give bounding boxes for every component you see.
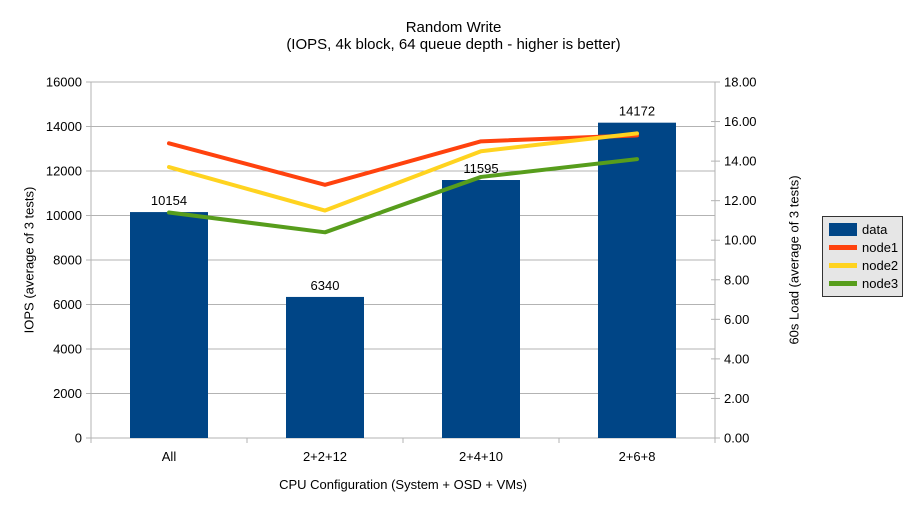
chart-subtitle: (IOPS, 4k block, 64 queue depth - higher… xyxy=(286,36,621,53)
bar-2+2+12 xyxy=(286,296,364,438)
legend-item-node2: node2 xyxy=(829,258,898,273)
bar-2+6+8 xyxy=(598,122,676,438)
x-tick-label: All xyxy=(162,449,177,464)
left-axis-tick-label: 14000 xyxy=(46,119,82,134)
right-axis-tick-label: 12.00 xyxy=(724,193,757,208)
right-axis-tick-label: 4.00 xyxy=(724,351,749,366)
right-axis-tick-label: 2.00 xyxy=(724,391,749,406)
left-axis-tick-label: 8000 xyxy=(53,253,82,268)
x-axis-title: CPU Configuration (System + OSD + VMs) xyxy=(279,477,527,492)
bar-value-label: 10154 xyxy=(151,193,187,208)
right-axis-tick-label: 0.00 xyxy=(724,431,749,446)
legend-item-data: data xyxy=(829,222,898,237)
legend: data node1 node2 node3 xyxy=(822,216,903,297)
left-axis-tick-label: 2000 xyxy=(53,386,82,401)
bar-value-label: 6340 xyxy=(311,278,340,293)
legend-label: node3 xyxy=(862,276,899,291)
legend-swatch-data xyxy=(829,223,857,236)
right-axis-tick-label: 18.00 xyxy=(724,75,757,90)
bar-value-label: 14172 xyxy=(619,104,655,119)
left-axis-tick-label: 6000 xyxy=(53,297,82,312)
x-tick-label: 2+6+8 xyxy=(619,449,656,464)
right-axis-tick-label: 16.00 xyxy=(724,114,757,129)
legend-label: data xyxy=(862,222,888,237)
line-node2 xyxy=(167,131,639,213)
left-axis-tick-label: 4000 xyxy=(53,342,82,357)
right-axis-tick-label: 14.00 xyxy=(724,154,757,169)
right-axis-tick-label: 6.00 xyxy=(724,312,749,327)
legend-label: node2 xyxy=(862,258,899,273)
bar-2+4+10 xyxy=(442,180,520,439)
right-axis-tick-label: 8.00 xyxy=(724,272,749,287)
left-axis-tick-label: 12000 xyxy=(46,164,82,179)
bar-value-label: 11595 xyxy=(463,161,498,176)
left-axis-tick-label: 16000 xyxy=(46,75,82,90)
legend-swatch-node1 xyxy=(829,245,857,250)
legend-label: node1 xyxy=(862,240,899,255)
line-node1 xyxy=(167,133,639,187)
line-node3 xyxy=(167,157,639,235)
x-tick-label: 2+4+10 xyxy=(459,449,503,464)
legend-swatch-node3 xyxy=(829,281,857,286)
x-tick-label: 2+2+12 xyxy=(303,449,347,464)
legend-item-node1: node1 xyxy=(829,240,898,255)
right-axis-title: 60s Load (average of 3 tests) xyxy=(786,175,802,345)
chart-title: Random Write xyxy=(405,19,502,36)
legend-swatch-node2 xyxy=(829,263,857,268)
legend-item-node3: node3 xyxy=(829,276,898,291)
left-axis-title: IOPS (average of 3 tests) xyxy=(21,186,37,334)
left-axis-tick-label: 10000 xyxy=(46,208,82,223)
left-axis-tick-label: 0 xyxy=(75,431,82,446)
right-axis-tick-label: 10.00 xyxy=(724,233,757,248)
bar-All xyxy=(130,212,208,438)
